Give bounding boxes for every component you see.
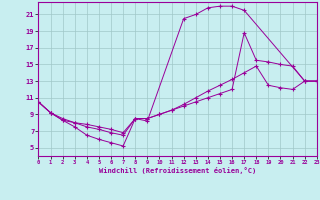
X-axis label: Windchill (Refroidissement éolien,°C): Windchill (Refroidissement éolien,°C)	[99, 167, 256, 174]
